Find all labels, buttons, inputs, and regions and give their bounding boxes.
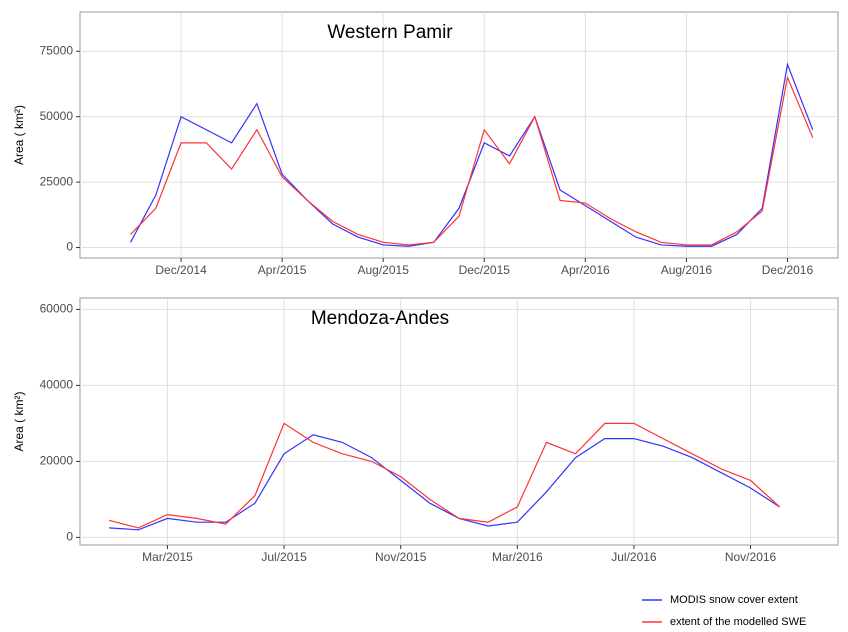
x-tick-label: Aug/2015 — [358, 263, 410, 277]
x-tick-label: Apr/2016 — [561, 263, 610, 277]
y-tick-label: 60000 — [40, 302, 74, 316]
series-line — [130, 75, 814, 246]
y-tick-label: 75000 — [40, 43, 74, 57]
x-tick-label: Apr/2015 — [258, 263, 307, 277]
legend-label: extent of the modelled SWE — [670, 616, 806, 628]
y-tick-label: 40000 — [40, 378, 74, 392]
plot-area — [79, 297, 839, 546]
y-tick-label: 50000 — [40, 109, 74, 123]
x-tick-label: Nov/2016 — [725, 550, 777, 564]
y-tick-label: 0 — [66, 530, 73, 544]
x-tick-label: Mar/2016 — [492, 550, 543, 564]
series-line — [130, 62, 814, 247]
y-tick-label: 20000 — [40, 454, 74, 468]
x-tick-label: Aug/2016 — [661, 263, 713, 277]
legend-label: MODIS snow cover extent — [670, 594, 798, 606]
y-tick-label: 25000 — [40, 174, 74, 188]
series-line — [109, 434, 781, 531]
series-line — [109, 422, 781, 529]
x-tick-label: Jul/2016 — [611, 550, 657, 564]
x-tick-label: Nov/2015 — [375, 550, 427, 564]
panel-title: Western Pamir — [327, 22, 453, 43]
x-tick-label: Mar/2015 — [142, 550, 193, 564]
x-tick-label: Dec/2016 — [762, 263, 814, 277]
panel-title: Mendoza-Andes — [311, 308, 449, 329]
x-tick-label: Jul/2015 — [261, 550, 307, 564]
x-tick-label: Dec/2015 — [459, 263, 511, 277]
x-tick-label: Dec/2014 — [155, 263, 207, 277]
y-axis-label: Area ( km²) — [12, 105, 26, 165]
plot-area — [79, 11, 839, 259]
y-axis-label: Area ( km²) — [12, 391, 26, 451]
y-tick-label: 0 — [66, 240, 73, 254]
